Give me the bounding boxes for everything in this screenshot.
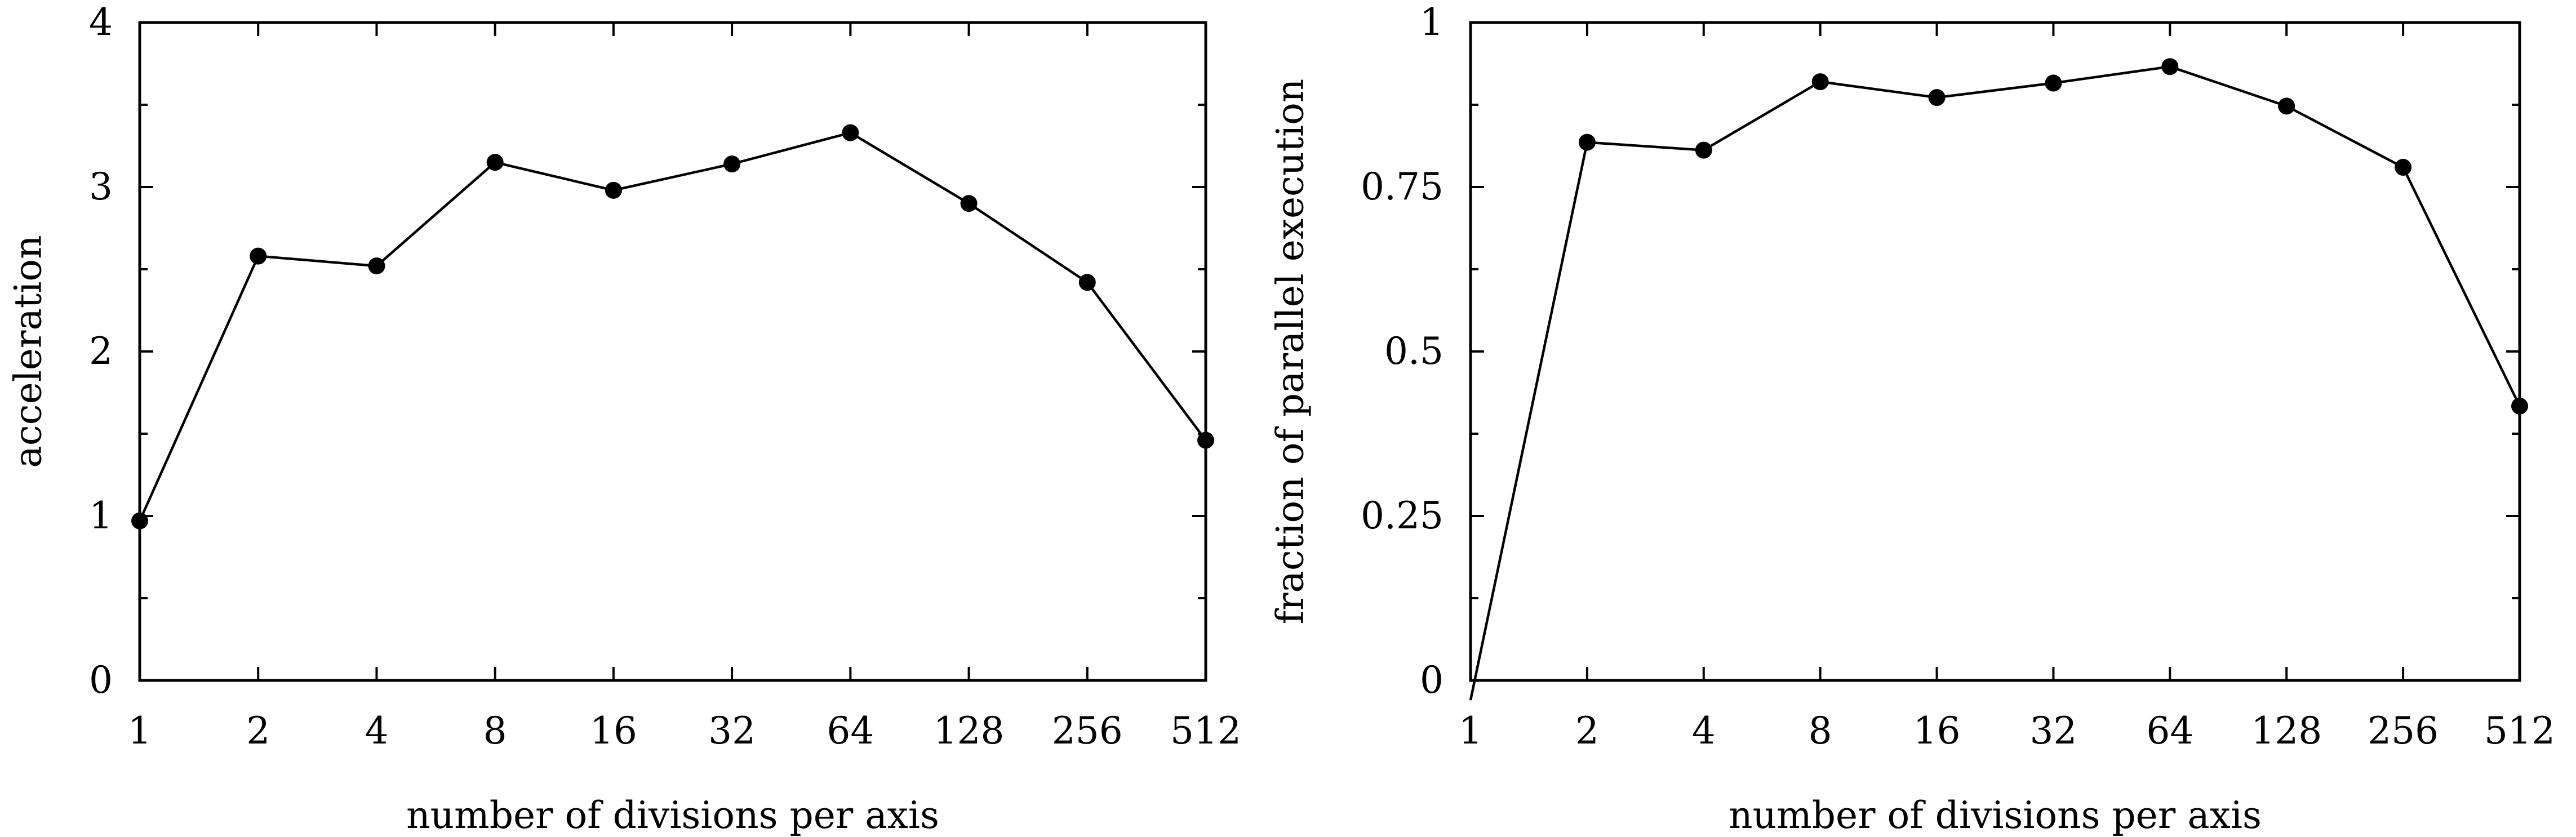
- x-tick-label: 32: [708, 709, 756, 753]
- x-tick-label: 128: [934, 709, 1005, 753]
- data-point: [368, 257, 385, 275]
- data-point: [250, 247, 267, 265]
- x-tick-label: 512: [1170, 709, 1241, 753]
- y-tick-label: 4: [89, 1, 113, 44]
- data-point: [605, 181, 622, 199]
- y-tick-label: 0.5: [1384, 330, 1444, 373]
- x-axis-label: number of divisions per axis: [1729, 794, 2262, 837]
- parallel-fraction-panel: 1 2 4 8 16 32 64 128 256 512 0 0.25 0.5 0.75 1 number o…: [1269, 1, 2555, 837]
- data-point: [723, 155, 741, 173]
- y-tick-label: 2: [89, 330, 113, 373]
- data-point: [1695, 141, 1712, 159]
- data-point: [1811, 73, 1829, 91]
- x-axis-label: number of divisions per axis: [406, 794, 939, 837]
- data-point: [486, 154, 504, 171]
- y-tick-label: 0: [1420, 658, 1444, 702]
- y-tick-label: 3: [89, 165, 113, 208]
- y-axis-label: fraction of parallel execution: [1269, 79, 1312, 625]
- y-tick-label: 1: [1420, 1, 1444, 44]
- y-axis-label: acceleration: [7, 235, 50, 468]
- x-tick-label: 16: [590, 709, 637, 753]
- data-point: [1078, 274, 1096, 291]
- plot-frame: [138, 21, 1207, 682]
- y-tick-label: 1: [89, 494, 113, 537]
- plot-frame: [1469, 21, 2521, 682]
- x-tick-label: 2: [1575, 709, 1599, 753]
- x-tick-label: 4: [365, 709, 388, 753]
- data-point: [960, 195, 978, 212]
- series-line: [138, 131, 1207, 522]
- x-tick-label: 1: [1459, 709, 1482, 753]
- data-point: [1928, 89, 1946, 106]
- data-point: [2161, 58, 2179, 75]
- x-tick-label: 8: [1809, 709, 1832, 753]
- series-line: [1469, 65, 2521, 701]
- x-tick-label: 1: [128, 709, 152, 753]
- x-tick-label: 64: [2146, 709, 2193, 753]
- x-tick-label: 512: [2484, 709, 2555, 753]
- data-point: [1578, 133, 1596, 151]
- y-tick-label: 0: [89, 658, 113, 702]
- x-tick-label: 2: [246, 709, 270, 753]
- data-point: [842, 124, 859, 141]
- x-tick-label: 16: [1913, 709, 1961, 753]
- x-tick-label: 32: [2029, 709, 2077, 753]
- x-tick-label: 4: [1692, 709, 1716, 753]
- x-tick-label: 256: [1052, 709, 1123, 753]
- data-point: [2278, 97, 2295, 115]
- x-tick-label: 256: [2368, 709, 2439, 753]
- x-tick-label: 128: [2251, 709, 2322, 753]
- x-tick-label: 8: [483, 709, 507, 753]
- data-point: [2045, 74, 2062, 92]
- data-point: [2395, 158, 2412, 176]
- y-tick-label: 0.75: [1361, 165, 1444, 208]
- x-tick-label: 64: [827, 709, 874, 753]
- y-tick-label: 0.25: [1361, 494, 1444, 537]
